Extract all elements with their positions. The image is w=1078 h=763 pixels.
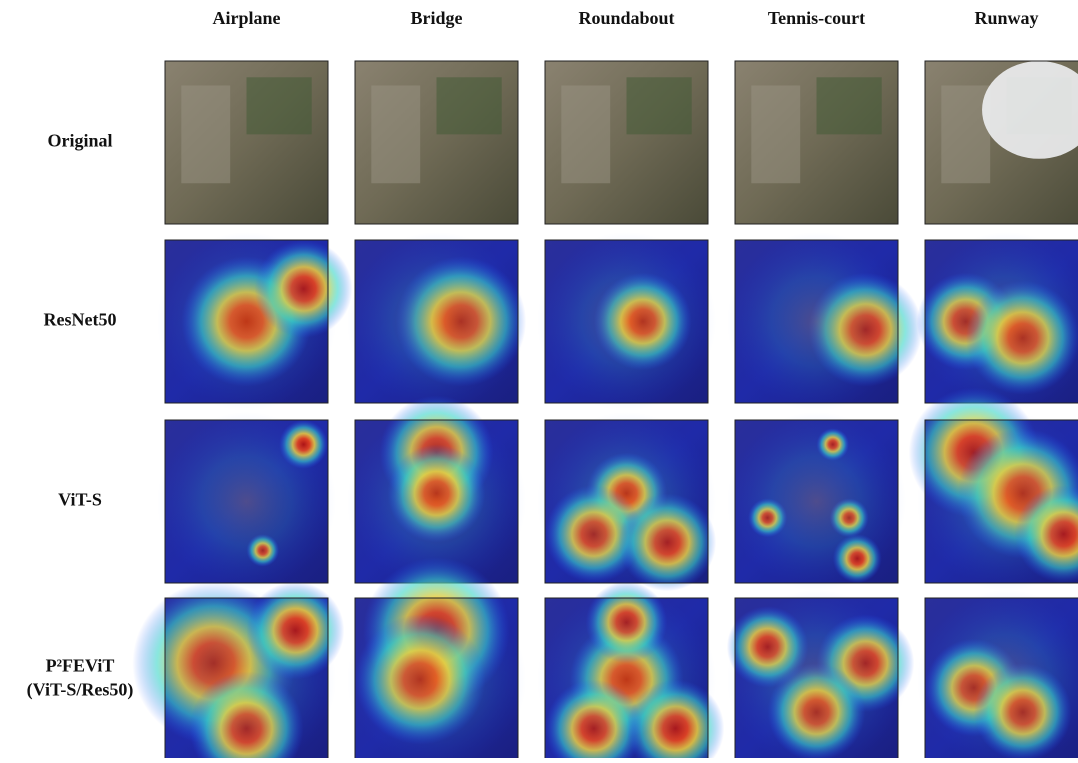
- cloud: [982, 61, 1078, 159]
- image-cell: [164, 60, 329, 225]
- image-cell: [924, 60, 1078, 225]
- heat-halo: [726, 231, 907, 412]
- texture: [246, 77, 312, 135]
- heat-halo: [156, 589, 337, 763]
- image-border: [734, 419, 899, 584]
- heat-halo: [346, 411, 527, 592]
- image-cell: [544, 60, 709, 225]
- heat-halo: [156, 411, 337, 592]
- heat-halo: [346, 231, 527, 412]
- image-cell: [156, 411, 337, 592]
- image-cell: [726, 231, 923, 412]
- texture: [561, 85, 611, 184]
- image-border: [164, 239, 329, 404]
- row-label: Original: [47, 131, 112, 151]
- heat-halo: [536, 589, 717, 763]
- column-header: Bridge: [411, 8, 463, 28]
- image-cell: [346, 231, 527, 412]
- image-border: [164, 419, 329, 584]
- heat-halo: [916, 589, 1078, 763]
- image-border: [354, 60, 519, 225]
- heat-halo: [346, 589, 527, 763]
- image-border: [734, 239, 899, 404]
- image-cell: [726, 589, 915, 763]
- heat-halo: [536, 231, 717, 412]
- texture: [816, 77, 882, 135]
- column-header: Airplane: [212, 8, 280, 28]
- image-border: [164, 60, 329, 225]
- column-header: Roundabout: [578, 8, 674, 28]
- texture: [371, 85, 421, 184]
- row-label: ResNet50: [44, 310, 117, 330]
- image-border: [544, 239, 709, 404]
- heat-halo: [916, 231, 1078, 412]
- image-border: [544, 60, 709, 225]
- image-border: [924, 419, 1078, 584]
- heat-halo: [916, 411, 1078, 592]
- image-cell: [346, 557, 527, 763]
- texture: [626, 77, 692, 135]
- image-cell: [536, 581, 725, 763]
- heat-halo: [156, 231, 337, 412]
- texture: [751, 85, 801, 184]
- image-cell: [536, 411, 717, 592]
- texture: [436, 77, 502, 135]
- column-header: Runway: [974, 8, 1038, 28]
- image-cell: [726, 411, 907, 592]
- labels: Airplane Bridge Roundabout Tennis-court Runw…: [27, 8, 1039, 701]
- image-cell: [354, 60, 519, 225]
- row-label: ViT-S: [58, 490, 102, 510]
- image-cell: [536, 231, 717, 412]
- image-grid: [132, 60, 1078, 763]
- image-cell: [916, 589, 1078, 763]
- image-cell: [734, 60, 899, 225]
- image-cell: [346, 395, 527, 592]
- row-label: (ViT-S/Res50): [27, 680, 134, 701]
- image-border: [924, 60, 1078, 225]
- row-label: P²FEViT: [46, 656, 115, 676]
- image-cell: [132, 581, 345, 763]
- image-border: [734, 60, 899, 225]
- image-cell: [908, 387, 1078, 592]
- image-cell: [916, 231, 1078, 412]
- heat-halo: [726, 589, 907, 763]
- texture: [181, 85, 231, 184]
- heat-halo: [726, 411, 907, 592]
- column-header: Tennis-court: [768, 8, 865, 28]
- texture: [941, 85, 991, 184]
- image-cell: [156, 231, 353, 412]
- heat-halo: [536, 411, 717, 592]
